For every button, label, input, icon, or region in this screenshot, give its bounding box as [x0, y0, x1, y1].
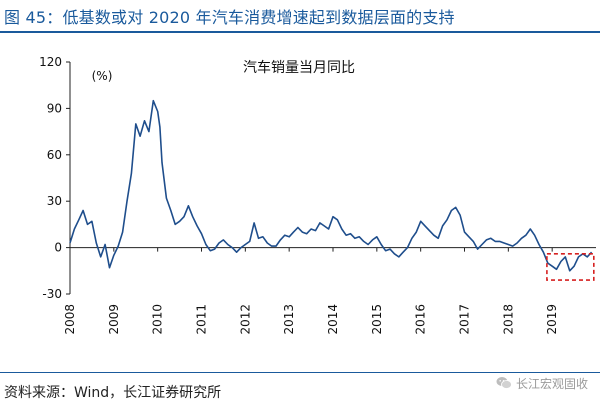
x-tick-label: 2013: [282, 304, 296, 335]
x-tick-label: 2011: [195, 304, 209, 335]
watermark: 长江宏观固收: [496, 372, 588, 394]
y-tick-label: 0: [54, 241, 62, 255]
source-note: 资料来源：Wind，长江证券研究所: [4, 385, 222, 401]
chart-ticks: -30 0 30 60 90 120 2008 2009 2010 2011 2012 2013 201…: [39, 55, 559, 335]
title-divider: [0, 31, 600, 33]
x-tick-label: 2015: [370, 304, 384, 335]
y-tick-label: 60: [47, 148, 62, 162]
x-tick-label: 2014: [326, 304, 340, 335]
y-tick-label: 90: [47, 101, 62, 115]
x-tick-label: 2012: [238, 304, 252, 335]
x-tick-label: 2017: [458, 304, 472, 335]
footer-divider: [0, 372, 600, 373]
y-tick-label: -30: [42, 287, 62, 301]
chart-highlight: [546, 252, 595, 281]
y-axis-unit: (%): [92, 69, 113, 83]
wechat-icon: [496, 377, 512, 389]
watermark-text: 长江宏观固收: [515, 376, 588, 391]
line-chart: -30 0 30 60 90 120 2008 2009 2010 2011 2012 2013 201…: [39, 55, 596, 335]
series-line-0: [69, 99, 593, 272]
x-tick-label: 2010: [151, 304, 165, 335]
x-tick-label: 2018: [501, 304, 515, 335]
y-tick-label: 120: [39, 55, 62, 69]
chart-series: [69, 99, 593, 272]
x-tick-label: 2008: [63, 304, 77, 335]
x-tick-label: 2009: [107, 304, 121, 335]
x-tick-label: 2019: [545, 304, 559, 335]
x-tick-label: 2016: [414, 304, 428, 335]
highlight-box: [546, 252, 595, 281]
chart-axes: [69, 62, 596, 294]
chart-title: 汽车销量当月同比: [243, 59, 355, 76]
y-tick-label: 30: [47, 194, 62, 208]
figure-title: 图 45：低基数或对 2020 年汽车消费增速起到数据层面的支持: [4, 8, 455, 27]
